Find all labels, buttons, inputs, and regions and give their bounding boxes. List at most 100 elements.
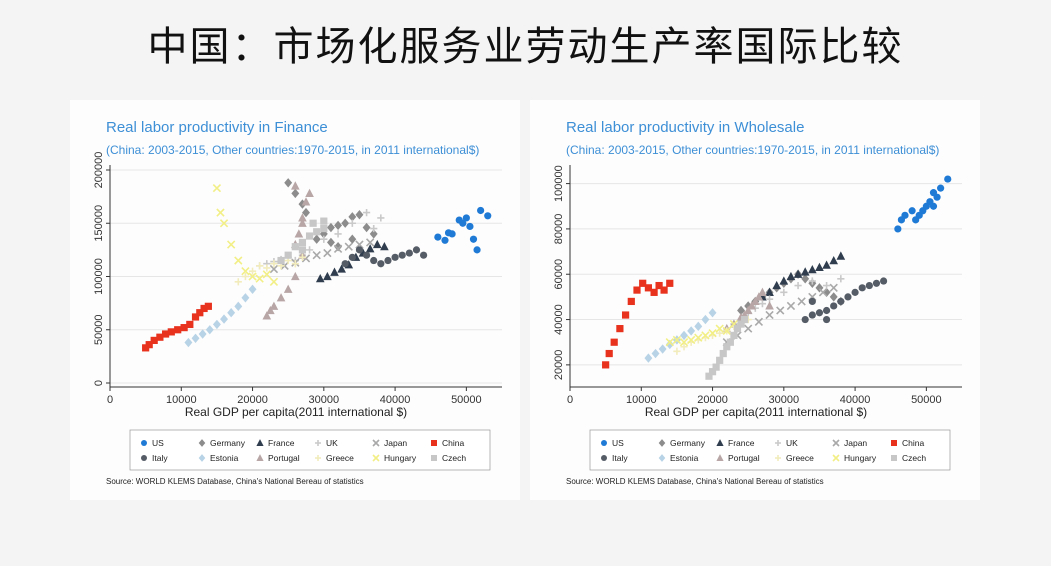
legend-marker-portugal [256,454,264,461]
data-point-italy [808,311,816,319]
data-point-us [894,225,902,233]
data-point-portugal [298,213,307,222]
data-point-uk [370,224,378,233]
data-point-china [610,338,618,346]
legend-label-germany: Germany [210,438,246,448]
data-point-uk [822,281,831,290]
chart-source: Source: WORLD KLEMS Database, China's Na… [106,477,364,486]
data-point-uk [320,235,328,243]
data-point-czech [277,256,285,265]
data-point-estonia [234,301,243,311]
data-point-france [772,280,782,290]
x-tick-label: 40000 [840,394,871,406]
data-point-portugal [765,301,774,310]
data-point-us [484,212,492,220]
data-point-japan [355,240,364,249]
data-point-portugal [747,301,757,310]
data-point-france [372,239,382,249]
data-point-germany [326,237,335,248]
y-tick-label: 100000 [93,258,105,295]
legend-label-uk: UK [326,438,338,448]
data-point-czech [712,363,720,371]
data-point-czech [730,331,738,340]
y-tick-label: 20000 [553,350,565,381]
wholesale-scatter-plot: 20000 40000 60000 80000 100000 0 10000 20000 300… [553,165,962,471]
data-point-japan [365,238,375,247]
x-tick-label: 50000 [911,394,942,406]
data-point-italy [348,253,356,261]
legend-label-france: France [268,438,295,448]
data-point-italy [872,279,881,287]
data-point-czech [733,325,742,333]
legend-marker-estonia [658,454,666,462]
data-point-estonia [248,284,257,294]
legend-label-portugal: Portugal [728,453,760,463]
data-point-france [829,255,839,265]
data-point-greece [680,343,688,351]
legend-marker-japan [832,439,840,447]
legend-label-italy: Italy [612,453,628,463]
data-point-estonia [651,348,660,359]
data-point-china [191,313,200,321]
legend-label-czech: Czech [902,453,926,463]
data-point-hungary [722,326,731,336]
data-point-italy [822,315,831,324]
y-tick-label: 40000 [553,304,565,335]
legend-marker-greece [775,455,781,461]
data-point-czech [313,228,321,236]
data-point-portugal [298,218,307,227]
data-point-us [937,184,945,192]
data-point-portugal [750,296,760,306]
data-points [142,178,492,352]
data-point-germany [302,207,310,218]
data-point-czech [737,320,745,328]
legend-marker-italy [141,455,147,461]
data-point-estonia [205,325,214,335]
legend-label-greece: Greece [326,453,354,463]
data-point-uk [758,300,767,308]
data-point-estonia [665,339,674,350]
data-point-uk [794,281,802,290]
data-point-france [315,273,325,283]
legend-marker-italy [601,455,607,461]
data-point-china [200,304,208,313]
data-point-italy [858,284,866,292]
legend-marker-uk [775,440,781,446]
data-point-estonia [708,308,717,318]
data-point-italy [398,251,406,259]
data-point-us [444,229,453,237]
data-point-estonia [687,326,696,336]
y-tick-label: 50000 [93,314,105,345]
data-point-china [167,328,175,336]
data-point-china [150,336,158,344]
data-point-japan [754,317,764,326]
legend-label-china: China [442,438,464,448]
legend-label-estonia: Estonia [670,453,699,463]
legend-marker-hungary [372,454,380,462]
data-point-uk [837,275,845,283]
data-point-germany [369,229,378,239]
data-point-hungary [672,335,682,345]
data-point-czech [741,315,749,324]
finance-chart-panel: Real labor productivity in Finance (Chin… [70,100,520,500]
data-point-hungary [234,256,243,265]
legend-label-us: US [152,438,164,448]
x-tick-label: 10000 [626,394,657,406]
data-point-hungary [241,267,250,276]
data-point-germany [822,287,831,298]
wholesale-chart-panel: Real labor productivity in Wholesale (Ch… [530,100,980,500]
finance-scatter-plot: 0 50000 100000 150000 200000 0 10000 20000 30000… [93,152,502,471]
legend-marker-japan [372,439,380,447]
data-point-hungary [262,270,271,279]
data-point-italy [830,302,838,310]
data-point-estonia [198,329,207,339]
data-point-us [462,214,470,222]
data-point-hungary [679,338,689,347]
data-point-germany [291,188,300,199]
data-point-china [650,288,658,296]
y-tick-label: 100000 [553,165,565,202]
data-point-italy [420,251,428,259]
data-point-greece [234,278,242,286]
data-point-us [469,235,478,243]
data-point-italy [822,306,831,315]
